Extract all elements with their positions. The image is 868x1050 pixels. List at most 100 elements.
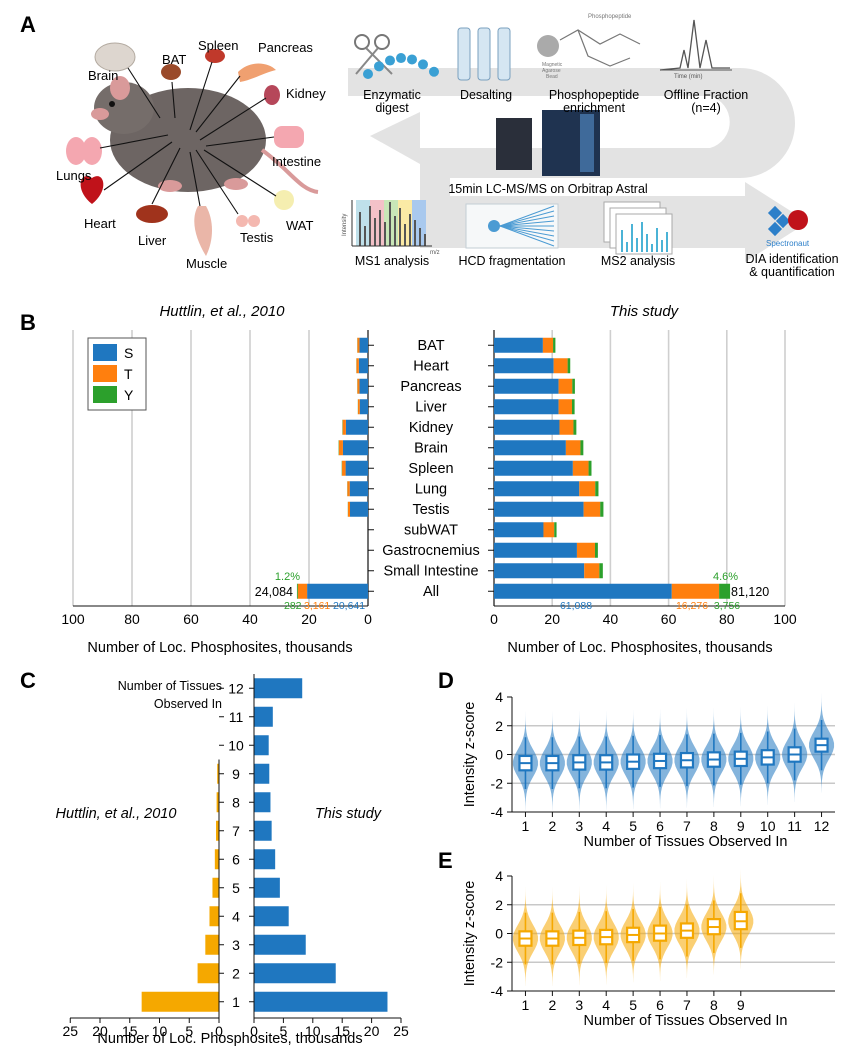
b-study-bar-t: [579, 481, 596, 497]
peptide-bead-icon: [385, 55, 395, 66]
panelD-ytick: 0: [495, 747, 503, 763]
c-category-label: 6: [232, 851, 240, 867]
c-y-label-line2: Observed In: [154, 697, 222, 711]
step-fraction-line2: (n=4): [691, 101, 721, 115]
organ-label-spleen: Spleen: [198, 38, 238, 53]
b-study-bar-t: [542, 337, 554, 353]
workflow-step-labels: Enzymatic digest Desalting Phosphopeptid…: [355, 88, 839, 279]
c-right-xtick: 0: [250, 1023, 258, 1039]
c-category-label: 5: [232, 880, 240, 896]
step-digest-line1: Enzymatic: [363, 88, 421, 102]
c-category-label: 8: [232, 794, 240, 810]
c-study-bar: [254, 906, 289, 927]
b-right-xtick: 20: [544, 611, 560, 627]
step-enrichment-line2: enrichment: [563, 101, 625, 115]
b-study-bar-s: [494, 378, 559, 394]
c-left-xtick: 10: [152, 1023, 168, 1039]
b-huttlin-bar-s: [342, 440, 368, 456]
panelD-xtick: 2: [548, 818, 556, 834]
c-category-label: 2: [232, 965, 240, 981]
panelD-y-label: Intensity z-score: [462, 702, 478, 808]
b-study-bar-t: [583, 501, 601, 517]
organ-label-muscle: Muscle: [186, 256, 227, 271]
c-category-label: 4: [232, 908, 240, 924]
c-right-xtick: 20: [364, 1023, 380, 1039]
workflow-icons: Phosphopeptide Magnetic Agarose Bead Tim…: [342, 14, 810, 256]
b-study-s-count: 61,088: [560, 600, 592, 612]
step-ms1: MS1 analysis: [355, 254, 429, 268]
b-left-xtick: 40: [242, 611, 258, 627]
step-dia-line1: DIA identification: [745, 252, 838, 266]
panelD-ytick: -2: [491, 775, 504, 791]
panel-letter-a: A: [20, 12, 36, 37]
step-lcms: 15min LC-MS/MS on Orbitrap Astral: [448, 182, 647, 196]
c-left-xtick: 20: [92, 1023, 108, 1039]
b-right-xtick: 0: [490, 611, 498, 627]
panelE-xtick: 2: [548, 997, 556, 1013]
b-huttlin-s-count: 20,641: [333, 600, 365, 612]
hcd-fragment-ray: [499, 225, 555, 232]
b-study-bar-s: [494, 358, 554, 374]
c-huttlin-bar: [216, 820, 219, 841]
b-legend-label-y: Y: [124, 387, 134, 403]
b-study-bar-s: [494, 522, 544, 538]
b-huttlin-pct: 1.2%: [275, 571, 300, 583]
c-right-xtick: 25: [393, 1023, 409, 1039]
peptide-bead-icon: [418, 59, 428, 70]
c-huttlin-bar: [216, 792, 219, 813]
c-huttlin-bar: [214, 849, 219, 870]
c-study-bar: [254, 678, 303, 699]
b-legend-swatch-t: [93, 365, 117, 382]
b-study-bar-t: [558, 378, 573, 394]
panelE-ytick: 0: [495, 926, 503, 942]
c-study-bar: [254, 963, 336, 984]
organ-label-wat: WAT: [286, 218, 313, 233]
b-study-bar-y: [580, 440, 584, 456]
organ-labels: Brain BAT Spleen Pancreas Kidney Lungs Intesti…: [56, 38, 326, 271]
b-huttlin-bar-s: [349, 481, 368, 497]
panelE-x-label: Number of Tissues Observed In: [584, 1013, 788, 1029]
organ-label-bat: BAT: [162, 52, 186, 67]
c-study-bar: [254, 934, 306, 955]
b-study-bar-y: [595, 481, 599, 497]
b-study-bar-s: [494, 583, 672, 599]
c-left-xtick: 0: [215, 1023, 223, 1039]
b-left-x-label: Number of Loc. Phosphosites, thousands: [87, 640, 352, 656]
b-huttlin-bar-s: [359, 399, 368, 415]
organ-label-liver: Liver: [138, 233, 167, 248]
b-study-bar-t: [671, 583, 720, 599]
spectronaut-label: Spectronaut: [766, 239, 810, 248]
b-left-xtick: 80: [124, 611, 140, 627]
panelE-xtick: 9: [737, 997, 745, 1013]
step-ms2: MS2 analysis: [601, 254, 675, 268]
c-left-label: Huttlin, et al., 2010: [56, 806, 177, 822]
c-study-bar: [254, 877, 280, 898]
spectronaut-logo: Spectronaut: [766, 205, 810, 248]
panelD-ytick: -4: [491, 804, 504, 820]
b-study-bar-s: [494, 337, 543, 353]
panel-d-chart: 4 2 0 -2 -4 Intensity z-score Number of Tissue…: [462, 689, 835, 850]
b-huttlin-bar-t: [357, 399, 360, 415]
panelD-xtick: 6: [656, 818, 664, 834]
b-category-label: BAT: [417, 338, 444, 354]
hcd-fragment-ray: [499, 210, 555, 227]
b-left-xtick: 20: [301, 611, 317, 627]
b-study-bar-y: [567, 358, 571, 374]
b-study-bar-y: [554, 522, 557, 538]
c-category-label: 10: [228, 737, 244, 753]
panelE-ytick: -2: [491, 954, 504, 970]
b-huttlin-t-count: 3,161: [304, 600, 330, 612]
panelD-ytick: 2: [495, 718, 503, 734]
b-category-label: Heart: [413, 358, 448, 374]
organ-label-pancreas: Pancreas: [258, 40, 313, 55]
b-left-xtick: 0: [364, 611, 372, 627]
b-study-bar-t: [553, 358, 568, 374]
b-study-bar-t: [565, 440, 581, 456]
c-right-xtick: 15: [334, 1023, 350, 1039]
b-category-label: subWAT: [404, 522, 458, 538]
c-category-label: 1: [232, 994, 240, 1010]
panelD-xtick: 7: [683, 818, 691, 834]
panelD-xtick: 11: [787, 818, 802, 834]
b-legend-swatch-y: [93, 386, 117, 403]
b-study-t-count: 16,276: [676, 600, 708, 612]
